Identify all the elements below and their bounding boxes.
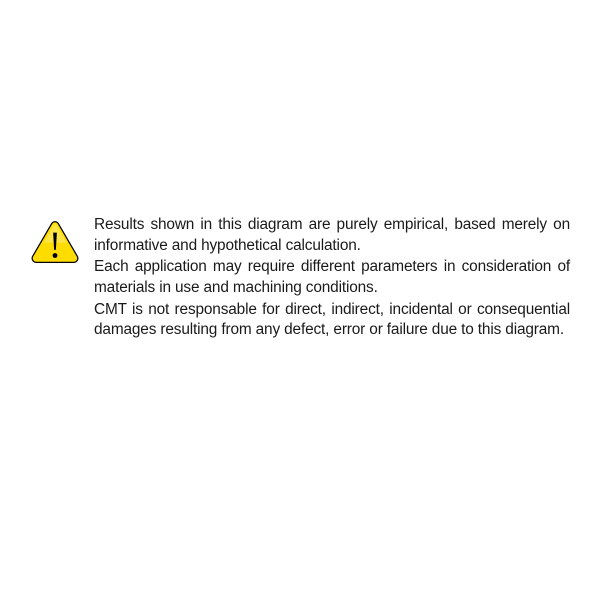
warning-paragraph: CMT is not responsable for direct, indir… <box>94 300 570 341</box>
warning-paragraph: Each application may require different p… <box>94 257 570 298</box>
warning-triangle-icon <box>30 217 80 267</box>
warning-paragraph: Results shown in this diagram are purely… <box>94 215 570 256</box>
warning-notice: Results shown in this diagram are purely… <box>30 215 570 342</box>
exclamation-dot <box>53 253 58 258</box>
warning-text: Results shown in this diagram are purely… <box>94 215 570 342</box>
page: Results shown in this diagram are purely… <box>0 0 600 600</box>
